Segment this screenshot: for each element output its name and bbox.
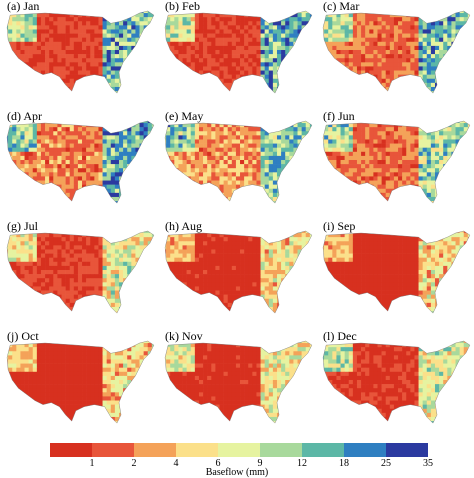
baseflow-raster	[162, 229, 316, 320]
colorbar-swatch	[386, 443, 428, 457]
colorbar	[50, 443, 428, 457]
map-panel: (d) Apr	[4, 110, 158, 220]
us-map	[162, 220, 316, 320]
baseflow-raster	[4, 9, 158, 100]
us-map	[320, 0, 474, 100]
baseflow-raster	[162, 339, 316, 430]
baseflow-raster	[320, 229, 474, 320]
map-panel: (l) Dec	[320, 330, 474, 440]
colorbar-swatch	[134, 443, 176, 457]
baseflow-raster	[162, 119, 316, 210]
baseflow-raster	[4, 339, 158, 430]
map-panel: (h) Aug	[162, 220, 316, 330]
us-map	[320, 220, 474, 320]
colorbar-swatch	[92, 443, 134, 457]
us-map	[162, 110, 316, 210]
colorbar-swatch	[50, 443, 92, 457]
us-map	[162, 0, 316, 100]
colorbar-title: Baseflow (mm)	[0, 468, 474, 478]
colorbar-swatch	[302, 443, 344, 457]
map-panel: (b) Feb	[162, 0, 316, 110]
map-panel: (i) Sep	[320, 220, 474, 330]
us-map	[4, 330, 158, 430]
map-panel: (k) Nov	[162, 330, 316, 440]
us-map	[320, 110, 474, 210]
us-map	[4, 220, 158, 320]
map-panel: (g) Jul	[4, 220, 158, 330]
map-grid: (a) Jan(b) Feb(c) Mar (d) Apr(e) May(f) J…	[0, 0, 474, 440]
map-panel: (a) Jan	[4, 0, 158, 110]
map-panel: (c) Mar	[320, 0, 474, 110]
colorbar-swatch	[176, 443, 218, 457]
baseflow-raster	[4, 119, 158, 210]
map-panel: (e) May	[162, 110, 316, 220]
baseflow-raster	[162, 9, 316, 100]
map-panel: (j) Oct	[4, 330, 158, 440]
map-panel: (f) Jun	[320, 110, 474, 220]
baseflow-raster	[4, 229, 158, 320]
baseflow-raster	[320, 9, 474, 100]
colorbar-swatch	[344, 443, 386, 457]
us-map	[162, 330, 316, 430]
us-map	[4, 110, 158, 210]
colorbar-swatch	[260, 443, 302, 457]
us-map	[320, 330, 474, 430]
us-map	[4, 0, 158, 100]
baseflow-raster	[320, 119, 474, 210]
colorbar-swatch	[218, 443, 260, 457]
baseflow-raster	[320, 339, 474, 430]
